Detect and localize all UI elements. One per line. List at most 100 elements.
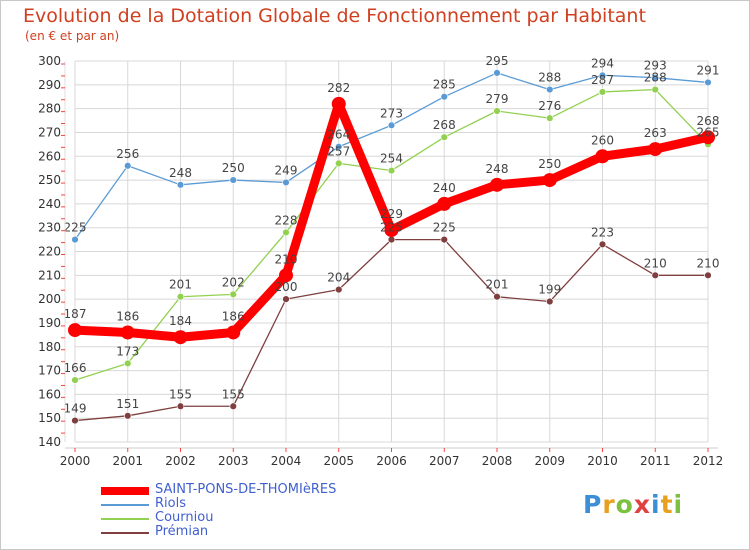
data-point-courniou bbox=[651, 85, 659, 94]
data-point-riols bbox=[493, 69, 501, 77]
data-label-saint-pons-de-thomi-res: 240 bbox=[433, 181, 456, 195]
data-label-courniou: 287 bbox=[591, 73, 614, 87]
data-point-saint-pons-de-thomi-res bbox=[490, 177, 504, 192]
data-label-saint-pons-de-thomi-res: 250 bbox=[538, 157, 561, 171]
y-tick-label: 210 bbox=[38, 268, 61, 282]
data-label-pr-mian: 201 bbox=[486, 278, 509, 292]
chart-subtitle: (en € et par an) bbox=[25, 29, 120, 43]
chart-title: Evolution de la Dotation Globale de Fonc… bbox=[23, 5, 646, 27]
data-label-courniou: 265 bbox=[697, 125, 720, 139]
data-point-courniou bbox=[387, 166, 396, 175]
x-tick-label: 2012 bbox=[693, 454, 724, 468]
data-point-courniou bbox=[229, 290, 237, 299]
data-point-saint-pons-de-thomi-res bbox=[279, 268, 293, 283]
data-label-pr-mian: 225 bbox=[433, 221, 456, 235]
y-tick-label: 290 bbox=[38, 78, 61, 92]
y-tick-label: 190 bbox=[38, 316, 61, 330]
data-point-pr-mian bbox=[598, 240, 607, 249]
data-label-riols: 285 bbox=[433, 78, 456, 92]
data-label-pr-mian: 155 bbox=[169, 387, 192, 401]
data-label-pr-mian: 151 bbox=[116, 397, 139, 411]
data-point-saint-pons-de-thomi-res bbox=[701, 130, 715, 145]
data-point-saint-pons-de-thomi-res bbox=[384, 223, 399, 238]
data-label-saint-pons-de-thomi-res: 186 bbox=[116, 309, 139, 323]
label-layer: 225 256 248 250 249 264 273 285 295 288 294 293 291 1… bbox=[64, 54, 720, 416]
data-point-saint-pons-de-thomi-res bbox=[120, 325, 135, 340]
data-label-riols: 293 bbox=[644, 59, 667, 73]
y-tick-label: 180 bbox=[38, 340, 61, 354]
data-point-pr-mian bbox=[229, 402, 237, 410]
y-tick-label: 150 bbox=[38, 411, 61, 425]
data-label-pr-mian: 200 bbox=[275, 280, 298, 294]
data-label-riols: 225 bbox=[64, 221, 87, 235]
legend-label-riols: Riols bbox=[155, 496, 186, 511]
data-point-saint-pons-de-thomi-res bbox=[226, 325, 241, 340]
data-label-courniou: 228 bbox=[275, 213, 298, 227]
x-tick-label: 2003 bbox=[218, 454, 249, 468]
data-label-courniou: 254 bbox=[380, 152, 403, 166]
data-point-pr-mian bbox=[71, 416, 79, 425]
x-tick-label: 2010 bbox=[587, 454, 618, 468]
data-point-riols bbox=[176, 181, 185, 189]
data-label-riols: 250 bbox=[222, 161, 245, 175]
x-tick-label: 2002 bbox=[165, 454, 196, 468]
data-label-courniou: 279 bbox=[486, 92, 509, 106]
data-point-pr-mian bbox=[440, 235, 448, 244]
data-label-riols: 294 bbox=[591, 56, 614, 70]
data-label-riols: 273 bbox=[380, 106, 403, 120]
y-tick-label: 230 bbox=[38, 221, 61, 235]
data-point-pr-mian bbox=[282, 295, 290, 303]
data-point-courniou bbox=[124, 359, 132, 368]
legend-swatch-premian bbox=[101, 532, 149, 534]
legend-swatch-courniou bbox=[101, 518, 149, 520]
data-point-riols bbox=[387, 121, 396, 129]
data-point-saint-pons-de-thomi-res bbox=[542, 173, 557, 188]
data-label-saint-pons-de-thomi-res: 268 bbox=[697, 114, 720, 128]
data-point-saint-pons-de-thomi-res bbox=[173, 330, 188, 345]
data-label-courniou: 202 bbox=[222, 275, 245, 289]
x-tick-label: 2004 bbox=[271, 454, 302, 468]
x-tick-label: 2009 bbox=[534, 454, 565, 468]
data-point-riols bbox=[71, 235, 79, 244]
data-point-pr-mian bbox=[651, 271, 659, 280]
x-tick-label: 2005 bbox=[323, 454, 354, 468]
data-point-riols bbox=[229, 176, 237, 184]
data-label-saint-pons-de-thomi-res: 229 bbox=[380, 207, 403, 221]
data-label-courniou: 173 bbox=[116, 344, 139, 358]
data-point-saint-pons-de-thomi-res bbox=[437, 196, 452, 211]
data-point-courniou bbox=[71, 376, 79, 384]
data-label-riols: 295 bbox=[486, 54, 509, 68]
y-tick-label: 170 bbox=[38, 364, 61, 378]
data-label-saint-pons-de-thomi-res: 248 bbox=[486, 162, 509, 176]
data-point-riols bbox=[651, 73, 659, 82]
data-point-pr-mian bbox=[493, 293, 501, 301]
data-label-saint-pons-de-thomi-res: 282 bbox=[327, 81, 350, 95]
data-label-saint-pons-de-thomi-res: 184 bbox=[169, 314, 192, 328]
data-label-riols: 256 bbox=[116, 147, 139, 161]
y-tick-label: 270 bbox=[38, 125, 61, 139]
data-label-courniou: 288 bbox=[644, 71, 667, 85]
data-label-saint-pons-de-thomi-res: 186 bbox=[222, 309, 245, 323]
legend-swatch-saint-pons bbox=[101, 487, 149, 495]
legend-label-premian: Prémian bbox=[155, 524, 209, 539]
data-point-courniou bbox=[440, 133, 448, 141]
legend-label-saint-pons: SAINT-PONS-DE-THOMIèRES bbox=[155, 482, 337, 497]
data-point-saint-pons-de-thomi-res bbox=[68, 323, 82, 338]
data-point-courniou bbox=[335, 159, 343, 168]
y-tick-label: 250 bbox=[38, 173, 61, 187]
data-label-courniou: 201 bbox=[169, 278, 192, 292]
data-label-riols: 264 bbox=[327, 128, 350, 142]
y-tick-label: 220 bbox=[38, 245, 61, 259]
proxiti-logo: Proxiti bbox=[583, 490, 684, 519]
legend-swatch-riols bbox=[101, 504, 149, 506]
y-tick-label: 260 bbox=[38, 149, 61, 163]
data-point-saint-pons-de-thomi-res bbox=[648, 142, 663, 157]
data-point-riols bbox=[282, 178, 290, 187]
data-point-riols bbox=[704, 78, 712, 87]
data-label-courniou: 166 bbox=[64, 361, 87, 375]
y-tick-label: 240 bbox=[38, 197, 61, 211]
data-label-pr-mian: 149 bbox=[64, 402, 87, 416]
data-point-pr-mian bbox=[176, 402, 185, 410]
